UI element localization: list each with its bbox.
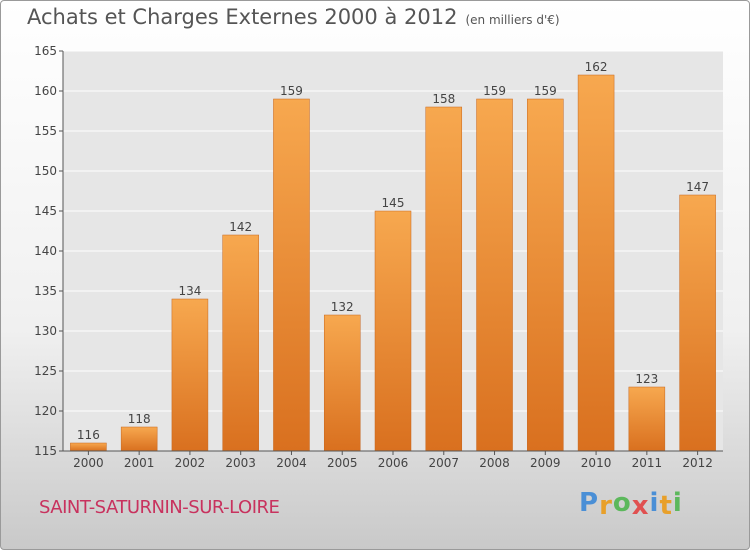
y-tick-label: 140 xyxy=(34,244,57,258)
y-tick-label: 135 xyxy=(34,284,57,298)
y-tick-label: 160 xyxy=(34,84,57,98)
x-tick-label: 2004 xyxy=(276,456,307,470)
x-tick-label: 2009 xyxy=(530,456,561,470)
chart-title: Achats et Charges Externes 2000 à 2012 (e… xyxy=(27,5,560,29)
x-tick-label: 2012 xyxy=(682,456,713,470)
x-tick-label: 2003 xyxy=(225,456,256,470)
bar xyxy=(323,314,361,452)
x-tick-label: 2002 xyxy=(175,456,206,470)
commune-name: SAINT-SATURNIN-SUR-LOIRE xyxy=(39,497,280,518)
x-tick-label: 2001 xyxy=(124,456,155,470)
data-label: 159 xyxy=(483,84,506,98)
data-label: 134 xyxy=(178,284,201,298)
bar xyxy=(70,442,107,452)
bar xyxy=(120,426,158,452)
x-tick-label: 2010 xyxy=(581,456,612,470)
y-tick-label: 115 xyxy=(34,444,57,458)
data-label: 158 xyxy=(432,92,455,106)
data-label: 159 xyxy=(280,84,303,98)
data-label: 145 xyxy=(382,196,405,210)
data-label: 118 xyxy=(128,412,151,426)
x-tick-label: 2005 xyxy=(327,456,358,470)
data-label: 159 xyxy=(534,84,557,98)
x-tick-label: 2007 xyxy=(428,456,459,470)
y-tick-label: 130 xyxy=(34,324,57,338)
y-tick-label: 125 xyxy=(34,364,57,378)
data-label: 116 xyxy=(77,428,100,442)
bar xyxy=(577,74,615,452)
bar xyxy=(374,210,412,452)
x-tick-label: 2011 xyxy=(632,456,663,470)
bar xyxy=(425,106,463,452)
proxiti-logo: Proxiti xyxy=(579,488,683,521)
y-tick-label: 155 xyxy=(34,124,57,138)
logo-letter: r xyxy=(599,491,613,521)
x-tick-label: 2006 xyxy=(378,456,409,470)
logo-letter: i xyxy=(672,488,683,518)
logo-letter: P xyxy=(579,488,600,518)
logo-letter: t xyxy=(659,491,673,521)
chart-subtitle: (en milliers d'€) xyxy=(465,13,560,27)
data-label: 147 xyxy=(686,180,709,194)
data-label: 142 xyxy=(229,220,252,234)
bar xyxy=(273,98,310,452)
y-tick-label: 150 xyxy=(34,164,57,178)
x-tick-label: 2000 xyxy=(73,456,104,470)
y-tick-label: 120 xyxy=(34,404,57,418)
bar xyxy=(527,98,564,452)
logo-letter: x xyxy=(631,491,650,521)
logo-letter: o xyxy=(612,488,632,518)
bar xyxy=(476,98,513,452)
bar xyxy=(679,194,716,452)
bar xyxy=(628,386,666,452)
y-tick-label: 145 xyxy=(34,204,57,218)
data-label: 132 xyxy=(331,300,354,314)
logo-letter: i xyxy=(649,488,660,518)
bar xyxy=(222,234,259,452)
y-tick-label: 165 xyxy=(34,44,57,58)
data-label: 162 xyxy=(585,60,608,74)
bar xyxy=(171,298,209,452)
data-label: 123 xyxy=(635,372,658,386)
x-tick-label: 2008 xyxy=(479,456,510,470)
